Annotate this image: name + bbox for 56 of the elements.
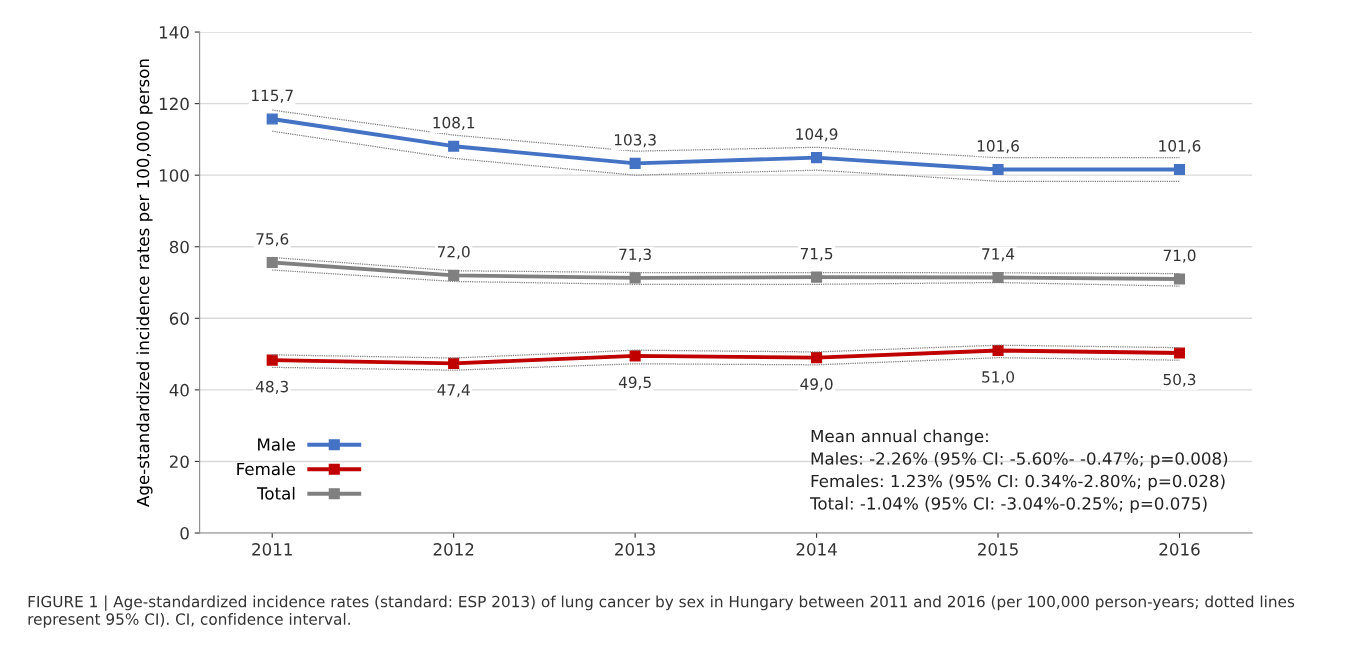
point (448, 140, 460, 152)
y-tick-label: 80 (169, 240, 189, 254)
legend-label: Total (256, 486, 295, 500)
x-tick-label: 2012 (433, 543, 474, 556)
annotation: Mean annual change: Males: -2.26% (95% CI: -5.60%- -0.47%; p=0.008) Females: 1.23% (95% CI: 0.34%-2.80%; p=0.028) Total: -1.04% (95% CI: -3.04%-0.25%; p=0.075) (810, 429, 1228, 513)
point (1173, 273, 1186, 285)
data-label: 104,9 (796, 128, 838, 142)
x-tick-label: 2016 (1159, 543, 1200, 556)
point (811, 352, 823, 364)
point (266, 256, 278, 269)
data-label: 71,0 (1163, 249, 1196, 263)
y-tick-label: 120 (159, 97, 189, 111)
y-tick-label: 20 (169, 455, 189, 469)
data-label: 75,6 (256, 233, 289, 247)
data-label: 71,4 (982, 248, 1015, 262)
point (1173, 347, 1186, 359)
point (811, 152, 823, 164)
x-tick-label: 2015 (978, 543, 1018, 556)
data-label: 103,3 (614, 134, 656, 148)
data-label: 51,0 (982, 371, 1015, 385)
y-tick-label: 0 (180, 526, 189, 540)
data-label: 71,3 (619, 248, 651, 262)
y-tick-label: 60 (169, 312, 189, 325)
caption: FIGURE 1 | Age-standardized incidence rates (standard: ESP 2013) of lung cancer by sex in Hungary between 2011 and 2016 (per 100,000 person-years; dotted lines represent 95% CI). CI, confidence interval. (28, 595, 1295, 628)
point (811, 271, 823, 283)
point (992, 163, 1004, 176)
point (266, 113, 278, 125)
point (448, 357, 460, 369)
y-axis-title: Age-standardized incidence rates per 100,000 person (136, 59, 153, 507)
point (629, 157, 641, 169)
data-label: 71,5 (800, 248, 833, 261)
y-tick-label: 100 (159, 169, 189, 182)
point (992, 344, 1004, 357)
point (629, 272, 641, 284)
data-label: 101,6 (977, 140, 1019, 154)
y-tick-label: 40 (169, 383, 189, 397)
point (992, 271, 1004, 284)
point (1173, 163, 1186, 176)
x-tick-label: 2014 (796, 543, 837, 556)
legend-label: Female (237, 462, 296, 476)
point (266, 354, 278, 366)
data-label: 47,4 (437, 384, 470, 398)
data-label: 50,3 (1163, 373, 1196, 387)
data-label: 115,7 (252, 89, 293, 103)
data-label: 101,6 (1159, 140, 1201, 154)
point (629, 350, 641, 362)
x-tick-label: 2011 (252, 543, 292, 556)
data-label: 49,0 (800, 378, 833, 392)
legend-label: Male (258, 437, 296, 451)
data-label: 72,0 (437, 246, 470, 260)
data-label: 48,3 (255, 380, 288, 394)
x-tick-label: 2013 (615, 543, 655, 556)
point (448, 269, 460, 281)
data-label: 108,1 (433, 116, 475, 130)
y-tick-label: 140 (159, 26, 189, 39)
data-label: 49,5 (618, 376, 651, 390)
